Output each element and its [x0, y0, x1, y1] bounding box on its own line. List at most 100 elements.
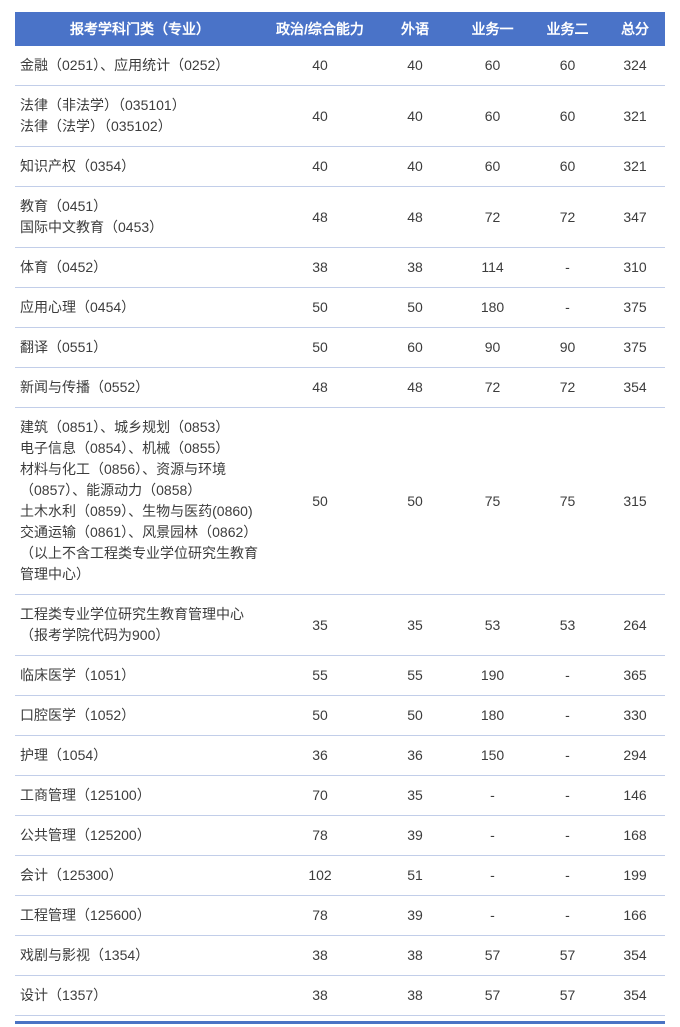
total-score-cell: 310 [605, 247, 665, 288]
subject-cell: 戏剧与影视（1354） [15, 935, 265, 976]
politics-score-cell: 38 [265, 247, 375, 288]
business1-score-cell: 60 [455, 85, 530, 147]
total-score-cell: 347 [605, 186, 665, 248]
foreign-language-score-cell: 55 [375, 655, 455, 696]
business1-score-cell: 57 [455, 975, 530, 1016]
table-row: 护理（1054） 36 36 150-294 [15, 735, 665, 776]
subject-cell: 工程管理（125600） [15, 895, 265, 936]
table-row: 口腔医学（1052） 50 50 180-330 [15, 695, 665, 736]
politics-score-cell: 78 [265, 895, 375, 936]
business1-score-cell: 90 [455, 327, 530, 368]
business1-score-cell: 60 [455, 146, 530, 187]
business1-score-cell: 72 [455, 186, 530, 248]
total-score-cell: 354 [605, 935, 665, 976]
foreign-language-score-cell: 38 [375, 975, 455, 1016]
politics-score-cell: 50 [265, 407, 375, 595]
table-row: 设计（1357） 38 38 57 57 354 [15, 975, 665, 1016]
foreign-language-score-cell: 48 [375, 186, 455, 248]
business2-score-cell: - [530, 695, 605, 736]
total-score-cell: 264 [605, 594, 665, 656]
business2-score-cell: - [530, 895, 605, 936]
subject-cell: 临床医学（1051） [15, 655, 265, 696]
subject-cell: 教育（0451） 国际中文教育（0453） [15, 186, 265, 248]
business2-score-cell: 53 [530, 594, 605, 656]
politics-score-cell: 50 [265, 287, 375, 328]
total-score-cell: 294 [605, 735, 665, 776]
table-row: 工商管理（125100） 70 35- -146 [15, 775, 665, 816]
foreign-language-score-cell: 60 [375, 327, 455, 368]
foreign-language-score-cell: 35 [375, 594, 455, 656]
table-header: 报考学科门类（专业） 政治/综合能力 外语 业务一 业务二 总分 [15, 12, 665, 46]
total-score-cell: 330 [605, 695, 665, 736]
foreign-language-score-cell: 40 [375, 85, 455, 147]
subject-cell: 翻译（0551） [15, 327, 265, 368]
business1-score-cell: 57 [455, 935, 530, 976]
foreign-language-score-cell: 38 [375, 935, 455, 976]
table-row: 临床医学（1051） 55 55 190-365 [15, 655, 665, 696]
politics-score-cell: 40 [265, 46, 375, 86]
politics-score-cell: 48 [265, 186, 375, 248]
header-foreign-language-column: 外语 [375, 12, 455, 46]
foreign-language-score-cell: 38 [375, 247, 455, 288]
header-subject-column: 报考学科门类（专业） [15, 12, 265, 46]
business1-score-cell: - [455, 815, 530, 856]
total-score-cell: 354 [605, 975, 665, 1016]
politics-score-cell: 40 [265, 146, 375, 187]
subject-cell: 设计（1357） [15, 975, 265, 1016]
politics-score-cell: 48 [265, 367, 375, 408]
table-row: 应用心理（0454） 50 50 180-375 [15, 287, 665, 328]
subject-cell: 会计（125300） [15, 855, 265, 896]
subject-cell: 工商管理（125100） [15, 775, 265, 816]
total-score-cell: 146 [605, 775, 665, 816]
foreign-language-score-cell: 39 [375, 895, 455, 936]
subject-cell: 金融（0251）、应用统计（0252） [15, 46, 265, 86]
foreign-language-score-cell: 51 [375, 855, 455, 896]
foreign-language-score-cell: 50 [375, 695, 455, 736]
business1-score-cell: - [455, 895, 530, 936]
header-total-score-column: 总分 [605, 12, 665, 46]
business1-score-cell: 190 [455, 655, 530, 696]
business2-score-cell: - [530, 655, 605, 696]
table-row: 工程管理（125600） 78 39- -166 [15, 895, 665, 936]
total-score-cell: 199 [605, 855, 665, 896]
table-row: 工程类专业学位研究生教育管理中心 （报考学院代码为900） 35 35 53 53 264 [15, 594, 665, 656]
total-score-cell: 324 [605, 46, 665, 86]
business2-score-cell: 60 [530, 146, 605, 187]
politics-score-cell: 55 [265, 655, 375, 696]
business1-score-cell: 75 [455, 407, 530, 595]
business2-score-cell: - [530, 735, 605, 776]
subject-cell: 工程类专业学位研究生教育管理中心 （报考学院代码为900） [15, 594, 265, 656]
business2-score-cell: - [530, 815, 605, 856]
business2-score-cell: 90 [530, 327, 605, 368]
business2-score-cell: 72 [530, 186, 605, 248]
politics-score-cell: 50 [265, 327, 375, 368]
subject-cell: 建筑（0851）、城乡规划（0853） 电子信息（0854）、机械（0855） … [15, 407, 265, 595]
business2-score-cell: - [530, 287, 605, 328]
business1-score-cell: 180 [455, 695, 530, 736]
subject-cell: 法律（非法学）（035101） 法律（法学）（035102） [15, 85, 265, 147]
table-row: 公共管理（125200） 78 39- -168 [15, 815, 665, 856]
business2-score-cell: - [530, 247, 605, 288]
business1-score-cell: 60 [455, 46, 530, 86]
politics-score-cell: 70 [265, 775, 375, 816]
business2-score-cell: 60 [530, 85, 605, 147]
table-row: 会计（125300） 102 51- -199 [15, 855, 665, 896]
table-row: 建筑（0851）、城乡规划（0853） 电子信息（0854）、机械（0855） … [15, 407, 665, 595]
foreign-language-score-cell: 40 [375, 146, 455, 187]
foreign-language-score-cell: 39 [375, 815, 455, 856]
business1-score-cell: - [455, 775, 530, 816]
politics-score-cell: 35 [265, 594, 375, 656]
politics-score-cell: 40 [265, 85, 375, 147]
business1-score-cell: 53 [455, 594, 530, 656]
politics-score-cell: 78 [265, 815, 375, 856]
business1-score-cell: - [455, 855, 530, 896]
total-score-cell: 375 [605, 287, 665, 328]
business2-score-cell: 60 [530, 46, 605, 86]
business1-score-cell: 72 [455, 367, 530, 408]
subject-cell: 护理（1054） [15, 735, 265, 776]
politics-score-cell: 38 [265, 935, 375, 976]
foreign-language-score-cell: 40 [375, 46, 455, 86]
table-body: 金融（0251）、应用统计（0252） 40 40 60 60 324 法律（非法学）（03… [15, 46, 665, 1016]
table-row: 翻译（0551） 50 60 90 90 375 [15, 327, 665, 368]
foreign-language-score-cell: 36 [375, 735, 455, 776]
